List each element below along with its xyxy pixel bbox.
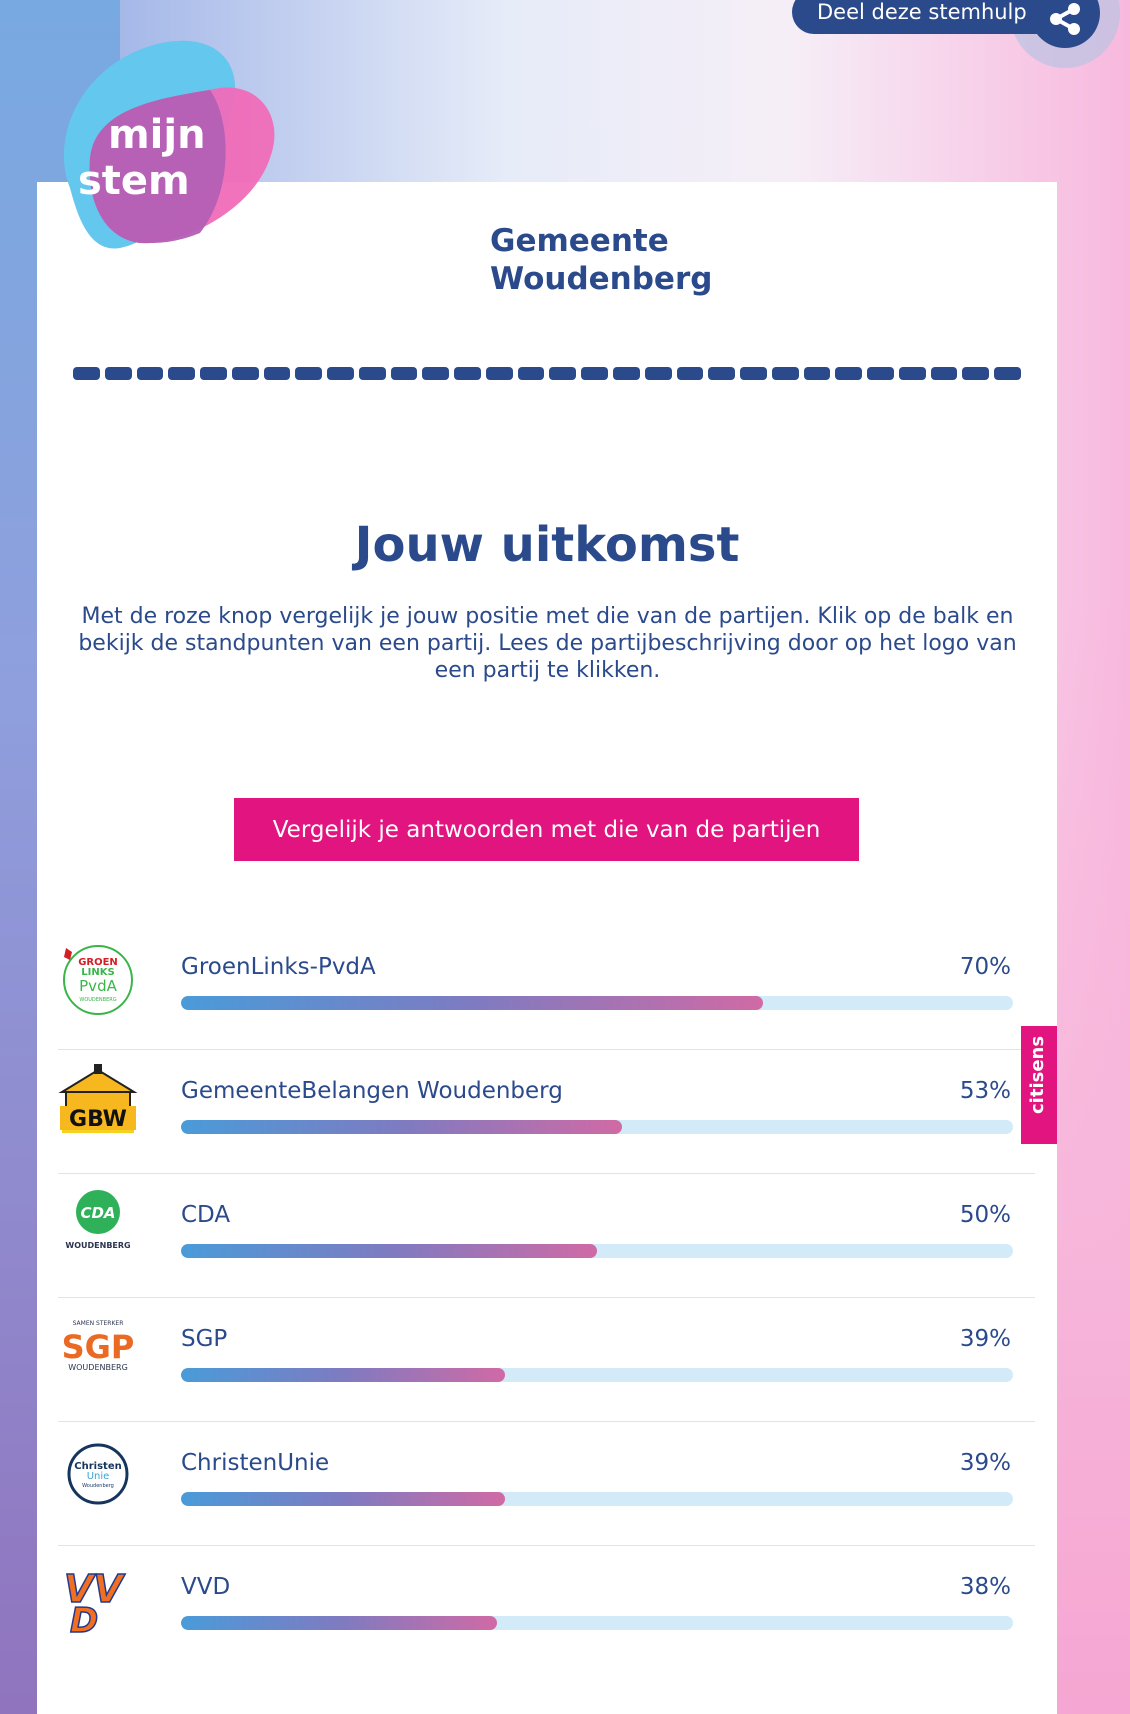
citisens-label: citisens — [1027, 1035, 1048, 1114]
svg-text:LINKS: LINKS — [81, 967, 114, 978]
party-percentage: 39% — [959, 1450, 1011, 1476]
svg-text:Christen: Christen — [74, 1461, 121, 1472]
progress-segment[interactable] — [549, 367, 577, 380]
party-match-fill — [181, 1244, 597, 1258]
party-name: CDA — [181, 1202, 231, 1228]
logo-line-2: stem — [78, 158, 190, 204]
svg-text:CDA: CDA — [80, 1204, 115, 1222]
party-match-fill — [181, 996, 764, 1010]
party-percentage: 70% — [959, 954, 1011, 980]
progress-segment[interactable] — [740, 367, 767, 380]
progress-segment[interactable] — [295, 367, 323, 380]
progress-segment[interactable] — [73, 367, 100, 380]
municipality-line-1: Gemeente — [490, 223, 669, 259]
svg-text:SAMEN STERKER: SAMEN STERKER — [73, 1320, 124, 1327]
party-name: ChristenUnie — [181, 1450, 330, 1476]
progress-segment[interactable] — [517, 367, 545, 380]
progress-segment[interactable] — [644, 367, 672, 380]
logo-text: mijn stem — [78, 112, 206, 204]
progress-segment[interactable] — [898, 367, 926, 380]
party-match-bar[interactable] — [181, 996, 1013, 1010]
svg-text:Woudenberg: Woudenberg — [82, 1483, 114, 1489]
party-name: SGP — [181, 1326, 228, 1352]
progress-segment[interactable] — [994, 367, 1021, 380]
municipality-title: Gemeente Woudenberg — [490, 222, 712, 298]
svg-text:SGP: SGP — [62, 1328, 135, 1366]
progress-segment[interactable] — [676, 367, 704, 380]
progress-segment[interactable] — [104, 367, 132, 380]
party-percentage: 53% — [959, 1078, 1011, 1104]
svg-text:D: D — [70, 1601, 98, 1638]
party-row: GROEN LINKS PvdA WOUDENBERG GroenLinks-P… — [58, 926, 1035, 1050]
progress-segment[interactable] — [454, 367, 481, 380]
progress-segment[interactable] — [613, 367, 640, 380]
party-row: Christen Unie Woudenberg ChristenUnie 39… — [58, 1422, 1035, 1546]
intro-text: Met de roze knop vergelijk je jouw posit… — [78, 604, 1017, 683]
progress-segment[interactable] — [867, 367, 894, 380]
party-row: GBW GemeenteBelangen Woudenberg 53% — [58, 1050, 1035, 1174]
citisens-side-tab[interactable]: citisens — [1021, 1026, 1057, 1144]
progress-segment[interactable] — [962, 367, 990, 380]
logo-line-1: mijn — [108, 112, 206, 158]
progress-segment[interactable] — [358, 367, 386, 380]
party-match-bar[interactable] — [181, 1616, 1013, 1630]
progress-segment[interactable] — [803, 367, 831, 380]
party-row: CDA WOUDENBERG CDA 50% — [58, 1174, 1035, 1298]
party-percentage: 50% — [959, 1202, 1011, 1228]
progress-segment[interactable] — [771, 367, 799, 380]
share-icon — [1050, 3, 1080, 35]
progress-segment[interactable] — [930, 367, 958, 380]
progress-segment[interactable] — [835, 367, 863, 380]
svg-text:WOUDENBERG: WOUDENBERG — [68, 1363, 128, 1372]
party-match-bar[interactable] — [181, 1492, 1013, 1506]
svg-text:GROEN: GROEN — [78, 957, 118, 968]
question-progress — [73, 367, 1021, 381]
party-name: GemeenteBelangen Woudenberg — [181, 1078, 563, 1104]
groenlinks-pvda-logo[interactable]: GROEN LINKS PvdA WOUDENBERG — [58, 938, 138, 1018]
progress-segment[interactable] — [231, 367, 259, 380]
svg-text:WOUDENBERG: WOUDENBERG — [65, 1241, 130, 1250]
svg-text:Unie: Unie — [87, 1471, 110, 1482]
party-row: SAMEN STERKER SGP WOUDENBERG SGP 39% — [58, 1298, 1035, 1422]
party-match-bar[interactable] — [181, 1244, 1013, 1258]
progress-segment[interactable] — [168, 367, 196, 380]
party-percentage: 39% — [959, 1326, 1011, 1352]
progress-segment[interactable] — [422, 367, 450, 380]
progress-segment[interactable] — [327, 367, 354, 380]
svg-text:PvdA: PvdA — [79, 977, 117, 995]
page-title: Jouw uitkomst — [354, 517, 740, 573]
progress-segment[interactable] — [136, 367, 164, 380]
share-label[interactable]: Deel deze stemhulp — [792, 0, 1064, 34]
municipality-line-2: Woudenberg — [490, 261, 713, 297]
gbw-logo[interactable]: GBW — [58, 1062, 138, 1142]
party-results-list: GROEN LINKS PvdA WOUDENBERG GroenLinks-P… — [58, 926, 1035, 1669]
progress-segment[interactable] — [485, 367, 513, 380]
christenunie-logo[interactable]: Christen Unie Woudenberg — [58, 1434, 138, 1514]
progress-segment[interactable] — [263, 367, 291, 380]
party-match-fill — [181, 1368, 506, 1382]
sgp-logo[interactable]: SAMEN STERKER SGP WOUDENBERG — [58, 1310, 138, 1390]
party-name: GroenLinks-PvdA — [181, 954, 376, 980]
party-match-fill — [181, 1492, 506, 1506]
party-percentage: 38% — [959, 1574, 1011, 1600]
svg-text:WOUDENBERG: WOUDENBERG — [79, 997, 116, 1003]
party-match-fill — [181, 1120, 622, 1134]
svg-text:VV: VV — [64, 1567, 125, 1611]
progress-segment[interactable] — [581, 367, 609, 380]
party-name: VVD — [181, 1574, 231, 1600]
progress-segment[interactable] — [390, 367, 418, 380]
svg-text:GBW: GBW — [69, 1107, 127, 1132]
progress-segment[interactable] — [708, 367, 736, 380]
compare-answers-button[interactable]: Vergelijk je antwoorden met die van de p… — [234, 798, 859, 861]
party-match-bar[interactable] — [181, 1368, 1013, 1382]
vvd-logo[interactable]: VV D — [58, 1558, 138, 1642]
cda-logo[interactable]: CDA WOUDENBERG — [58, 1186, 138, 1266]
party-row: VV D VVD 38% — [58, 1546, 1035, 1669]
progress-segment[interactable] — [200, 367, 227, 380]
party-match-fill — [181, 1616, 498, 1630]
mijnstem-logo[interactable] — [50, 38, 280, 258]
party-match-bar[interactable] — [181, 1120, 1013, 1134]
main-card — [37, 182, 1057, 1714]
